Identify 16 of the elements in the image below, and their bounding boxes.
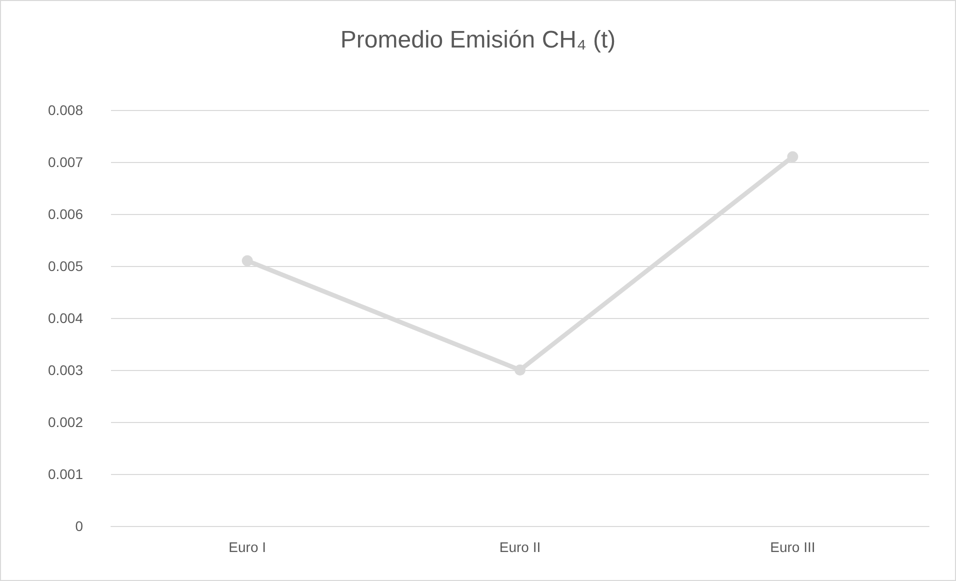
x-tick-label: Euro I bbox=[228, 539, 266, 555]
chart-title: Promedio Emisión CH₄ (t) bbox=[340, 26, 616, 54]
x-tick-label: Euro III bbox=[770, 539, 816, 555]
point bbox=[242, 255, 253, 266]
y-tick-label: 0.008 bbox=[48, 102, 84, 118]
y-tick-label: 0.007 bbox=[48, 154, 84, 170]
y-tick-label: 0 bbox=[75, 518, 84, 534]
y-tick-label: 0.002 bbox=[48, 414, 84, 430]
y-tick-label: 0.001 bbox=[48, 466, 84, 482]
x-tick-label: Euro II bbox=[499, 539, 541, 555]
point bbox=[514, 364, 526, 376]
y-tick-label: 0.006 bbox=[48, 206, 84, 222]
y-tick-label: 0.004 bbox=[48, 310, 84, 326]
point bbox=[787, 151, 798, 162]
y-tick-label: 0.003 bbox=[48, 362, 84, 378]
y-tick-label: 0.005 bbox=[48, 258, 84, 274]
